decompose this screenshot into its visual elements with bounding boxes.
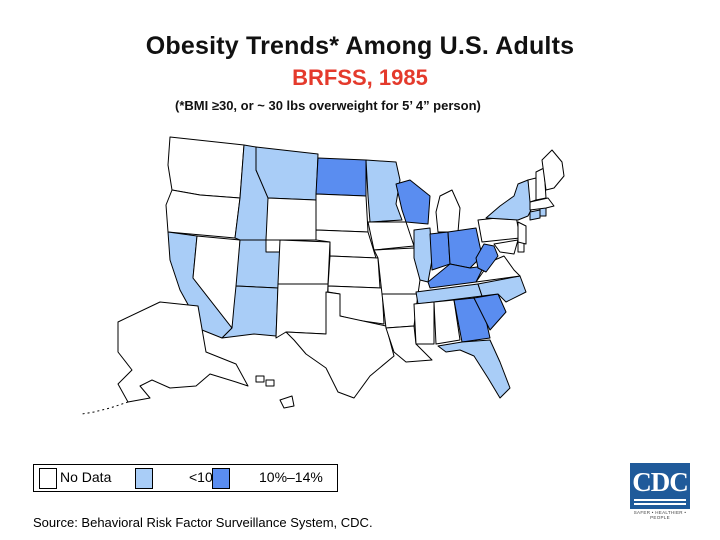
state-hawaii xyxy=(255,375,295,409)
state-south-dakota xyxy=(315,193,369,233)
state-florida xyxy=(437,339,511,399)
state-kansas xyxy=(327,255,381,289)
state-oregon xyxy=(165,189,241,239)
state-texas xyxy=(285,291,395,399)
state-indiana xyxy=(429,231,451,271)
map-subtitle: BRFSS, 1985 xyxy=(292,65,428,90)
state-montana xyxy=(255,146,319,201)
state-louisiana xyxy=(385,325,433,363)
state-new-hampshire xyxy=(535,167,547,201)
state-georgia xyxy=(453,297,491,343)
state-alaska xyxy=(117,301,249,403)
state-ohio xyxy=(447,227,483,269)
source-citation: Source: Behavioral Risk Factor Surveilla… xyxy=(33,515,373,530)
lt10-swatch xyxy=(135,468,153,489)
p10-14-label: 10%–14% xyxy=(259,469,323,485)
cdc-logo: CDC xyxy=(630,463,690,509)
state-rhode-island xyxy=(539,207,547,217)
cdc-logo-text: CDC xyxy=(632,467,689,497)
state-new-york xyxy=(485,179,533,221)
state-connecticut xyxy=(529,209,541,221)
no-data-label: No Data xyxy=(60,469,112,485)
state-colorado xyxy=(277,239,331,285)
state-maine xyxy=(541,149,565,191)
state-wyoming xyxy=(265,197,317,241)
p10-14-swatch xyxy=(212,468,230,489)
state-mississippi xyxy=(413,301,435,345)
state-michigan xyxy=(435,189,461,233)
state-new-mexico xyxy=(275,283,329,339)
state-missouri xyxy=(373,247,421,295)
state-maryland xyxy=(493,239,519,255)
map-legend: No Data <10% 10%–14% xyxy=(33,464,338,492)
state-new-jersey xyxy=(517,221,527,245)
state-iowa xyxy=(367,221,415,251)
state-west-virginia xyxy=(475,243,499,273)
state-utah xyxy=(235,239,281,289)
no-data-swatch xyxy=(39,468,57,489)
cdc-tagline: SAFER • HEALTHIER • PEOPLE xyxy=(633,510,687,520)
state-wisconsin xyxy=(395,179,431,225)
state-minnesota xyxy=(365,159,403,223)
bmi-footnote: (*BMI ≥30, or ~ 30 lbs overweight for 5’… xyxy=(175,98,481,113)
state-alabama xyxy=(433,299,461,345)
state-washington xyxy=(167,136,245,199)
state-north-dakota xyxy=(315,157,367,197)
state-vermont xyxy=(527,177,537,203)
map-title: Obesity Trends* Among U.S. Adults xyxy=(145,32,575,60)
state-arkansas xyxy=(381,293,419,329)
